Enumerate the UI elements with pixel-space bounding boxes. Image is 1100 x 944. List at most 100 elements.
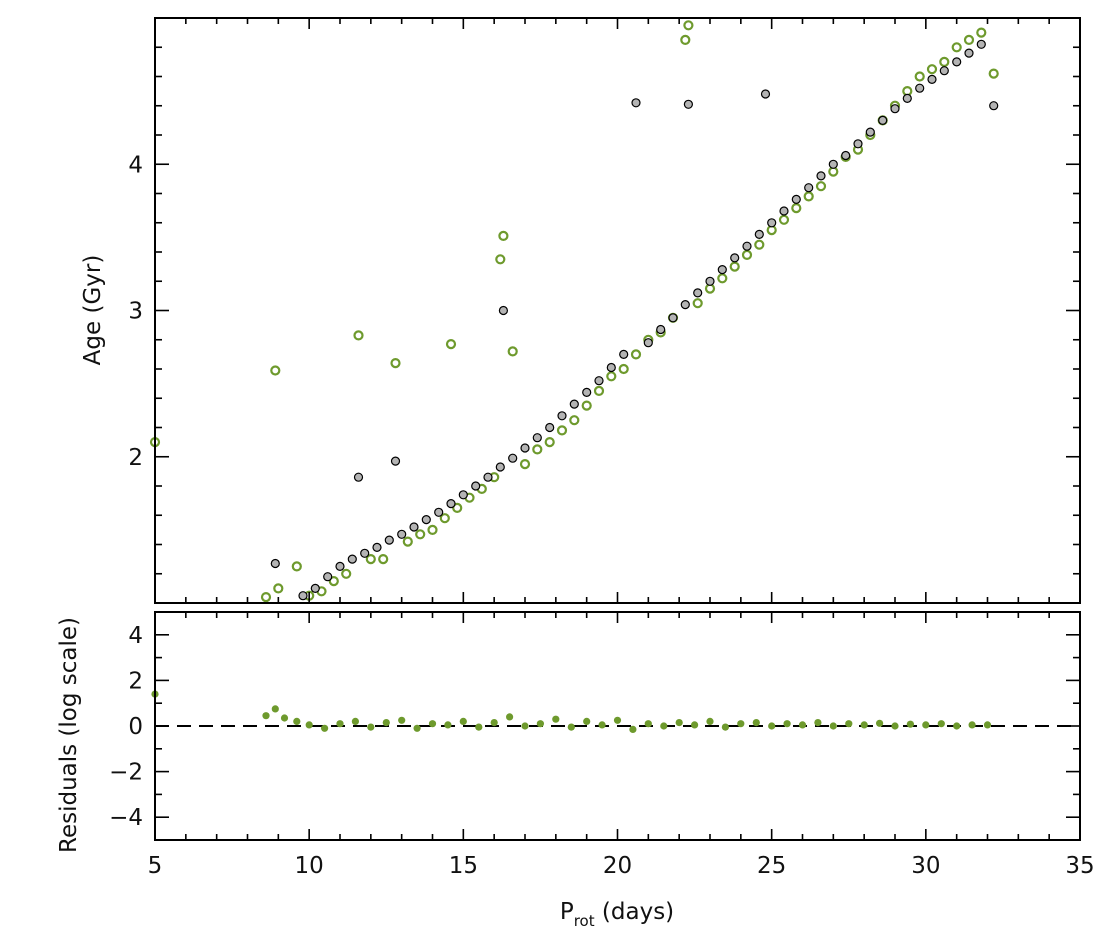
data-point — [619, 349, 629, 359]
bottom-panel: −4 −2 0 2 4 5 10 15 20 25 30 35 Residuals (log sca… — [56, 611, 1095, 930]
data-point — [804, 183, 814, 193]
data-point — [291, 561, 302, 572]
data-point — [545, 422, 555, 433]
y-tick-label: 2 — [128, 668, 143, 694]
data-point — [791, 203, 802, 214]
data-point — [508, 453, 518, 463]
top-panel: 2 3 4 Age (Gyr) — [80, 17, 1081, 604]
top-panel-data-marks — [149, 20, 999, 603]
data-point — [594, 376, 604, 386]
data-point — [409, 522, 419, 532]
residual-point — [382, 719, 390, 727]
data-point — [390, 358, 401, 369]
residual-point — [321, 724, 329, 732]
top-panel-ytick-labels: 2 3 4 — [128, 152, 143, 471]
x-tick-label: 25 — [757, 853, 786, 879]
data-point — [507, 346, 518, 357]
data-point — [360, 548, 370, 558]
data-point — [680, 300, 690, 310]
data-point — [643, 338, 653, 348]
data-point — [705, 276, 715, 286]
residual-point — [644, 720, 652, 728]
data-point — [372, 542, 382, 553]
residual-point — [506, 713, 514, 721]
residual-point — [860, 721, 868, 729]
data-point — [656, 324, 666, 335]
data-point — [779, 206, 789, 216]
residual-point — [737, 720, 745, 728]
data-point — [631, 98, 641, 108]
residual-point — [305, 721, 313, 729]
data-point — [828, 159, 838, 169]
data-point — [495, 462, 505, 472]
data-point — [729, 261, 740, 272]
data-point — [532, 433, 542, 443]
data-point — [760, 89, 771, 99]
residual-point — [691, 721, 699, 729]
residual-point — [798, 721, 807, 729]
data-point — [593, 385, 605, 396]
data-point — [976, 39, 986, 49]
data-point — [556, 425, 568, 436]
data-point — [927, 74, 937, 85]
residual-point — [280, 714, 289, 722]
residual-point — [829, 722, 837, 730]
residual-point — [444, 721, 452, 729]
data-point — [717, 265, 727, 275]
x-tick-label: 35 — [1065, 853, 1094, 879]
data-point — [446, 499, 456, 509]
data-point — [378, 553, 389, 565]
data-point — [270, 365, 281, 376]
data-point — [471, 481, 481, 491]
top-panel-ticks — [154, 17, 1081, 604]
data-point — [341, 568, 352, 579]
y-tick-label: 4 — [128, 152, 143, 178]
data-point — [754, 239, 765, 250]
y-tick-label: 2 — [128, 445, 143, 471]
data-point — [581, 400, 592, 411]
residual-point — [336, 720, 344, 728]
residual-point — [906, 720, 915, 728]
data-point — [415, 529, 426, 540]
data-point — [328, 575, 339, 587]
bottom-panel-ylabel: Residuals (log scale) — [56, 617, 82, 853]
data-point — [353, 472, 364, 482]
bottom-panel-frame — [154, 611, 1081, 841]
residual-point — [752, 719, 760, 727]
data-point — [582, 387, 592, 397]
data-point — [680, 34, 691, 46]
x-tick-label: 30 — [911, 853, 940, 879]
residual-point — [490, 719, 498, 727]
residual-point — [428, 720, 437, 728]
residual-point — [675, 719, 683, 727]
x-tick-label: 15 — [449, 853, 478, 879]
data-point — [988, 68, 999, 79]
data-point — [544, 437, 555, 448]
x-axis-label: Prot (days) — [560, 899, 674, 930]
data-point — [742, 241, 752, 251]
data-point — [951, 42, 962, 53]
data-point — [693, 288, 703, 298]
data-point — [298, 591, 308, 601]
data-point — [520, 443, 530, 453]
residual-point — [262, 712, 270, 720]
data-point — [816, 171, 826, 181]
bottom-panel-data-marks — [151, 690, 992, 734]
x-axis-label-subscript: rot — [574, 912, 595, 930]
residual-point — [293, 717, 301, 726]
data-point — [754, 229, 764, 239]
residual-point — [937, 720, 945, 728]
data-point — [260, 591, 272, 603]
y-tick-label: −4 — [109, 805, 143, 831]
data-point — [692, 298, 703, 309]
residual-point — [660, 722, 668, 730]
data-point — [498, 230, 509, 241]
data-point — [445, 339, 457, 350]
data-point — [963, 34, 975, 46]
residual-point — [459, 717, 467, 726]
data-point — [421, 514, 431, 525]
data-point — [618, 363, 629, 375]
data-point — [458, 490, 468, 500]
data-point — [964, 48, 974, 58]
